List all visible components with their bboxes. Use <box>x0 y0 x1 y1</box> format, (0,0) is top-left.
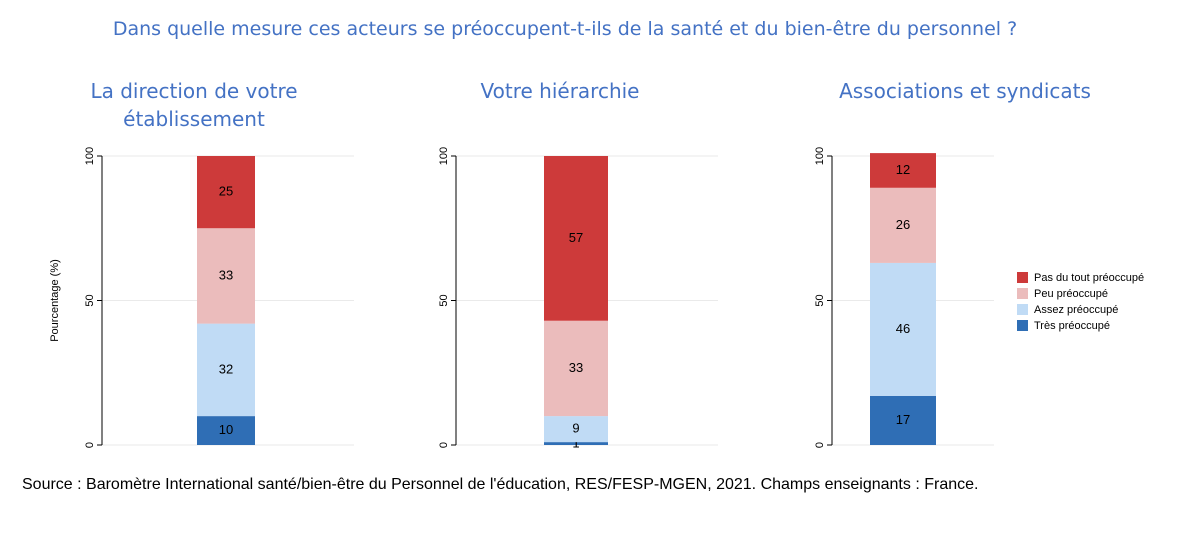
legend-label: Très préoccupé <box>1034 320 1110 332</box>
legend-swatch <box>1017 304 1028 315</box>
data-label: 1 <box>572 435 579 450</box>
y-axis-title: Pourcentage (%) <box>49 259 61 342</box>
legend-label: Assez préoccupé <box>1034 304 1118 316</box>
data-label: 9 <box>572 421 579 436</box>
bar-segment <box>544 320 608 417</box>
y-tick-label: 100 <box>84 147 96 165</box>
legend-label: Pas du tout préoccupé <box>1034 272 1144 284</box>
chart-panel-2: 0 50 100 17 46 26 12 <box>752 128 1002 472</box>
legend-swatch <box>1017 272 1028 283</box>
data-label: 32 <box>219 361 233 376</box>
y-tick-label: 0 <box>814 442 826 448</box>
bar-segment <box>870 395 936 445</box>
chart-panel-1: 0 50 100 19 33 57 <box>376 128 726 472</box>
data-label: 46 <box>896 321 910 336</box>
y-tick-label: 0 <box>438 442 450 448</box>
data-label: 25 <box>219 184 233 199</box>
y-tick-label: 100 <box>438 147 450 165</box>
legend-swatch <box>1017 288 1028 299</box>
bar-segment <box>544 156 608 321</box>
source-note: Source : Baromètre International santé/b… <box>22 476 979 493</box>
bar-segment <box>870 153 936 188</box>
panel-title-direction: La direction de votre établissement <box>90 79 298 131</box>
data-label: 26 <box>896 217 910 232</box>
y-tick-label: 50 <box>84 294 96 306</box>
y-tick-label: 50 <box>438 294 450 306</box>
legend: Pas du tout préoccupé Peu préoccupé Assez … <box>1017 272 1144 332</box>
chart-panel-0: 0 50 100 Pourcentage (%) 10 32 33 25 <box>22 128 362 472</box>
legend-swatch <box>1017 320 1028 331</box>
data-label: 12 <box>896 162 910 177</box>
bar-segment <box>197 228 255 324</box>
panel-title-hierarchie: Votre hiérarchie <box>480 79 640 103</box>
bar-segment <box>544 416 608 443</box>
y-tick-label: 50 <box>814 294 826 306</box>
legend-label: Peu préoccupé <box>1034 288 1108 300</box>
main-title: Dans quelle mesure ces acteurs se préocc… <box>112 18 1018 40</box>
y-tick-label: 100 <box>814 147 826 165</box>
panel-title-associations: Associations et syndicats <box>839 79 1091 103</box>
y-tick-label: 0 <box>84 442 96 448</box>
data-label: 33 <box>569 360 583 375</box>
bar-segment <box>197 156 255 229</box>
bar-segment <box>544 442 608 445</box>
data-label: 33 <box>219 267 233 282</box>
bar-segment <box>870 187 936 263</box>
bar-segment <box>197 416 255 445</box>
bar-segment <box>197 323 255 417</box>
data-label: 10 <box>219 422 233 437</box>
bar-segment <box>870 262 936 396</box>
data-label: 57 <box>569 230 583 245</box>
data-label: 17 <box>896 412 910 427</box>
